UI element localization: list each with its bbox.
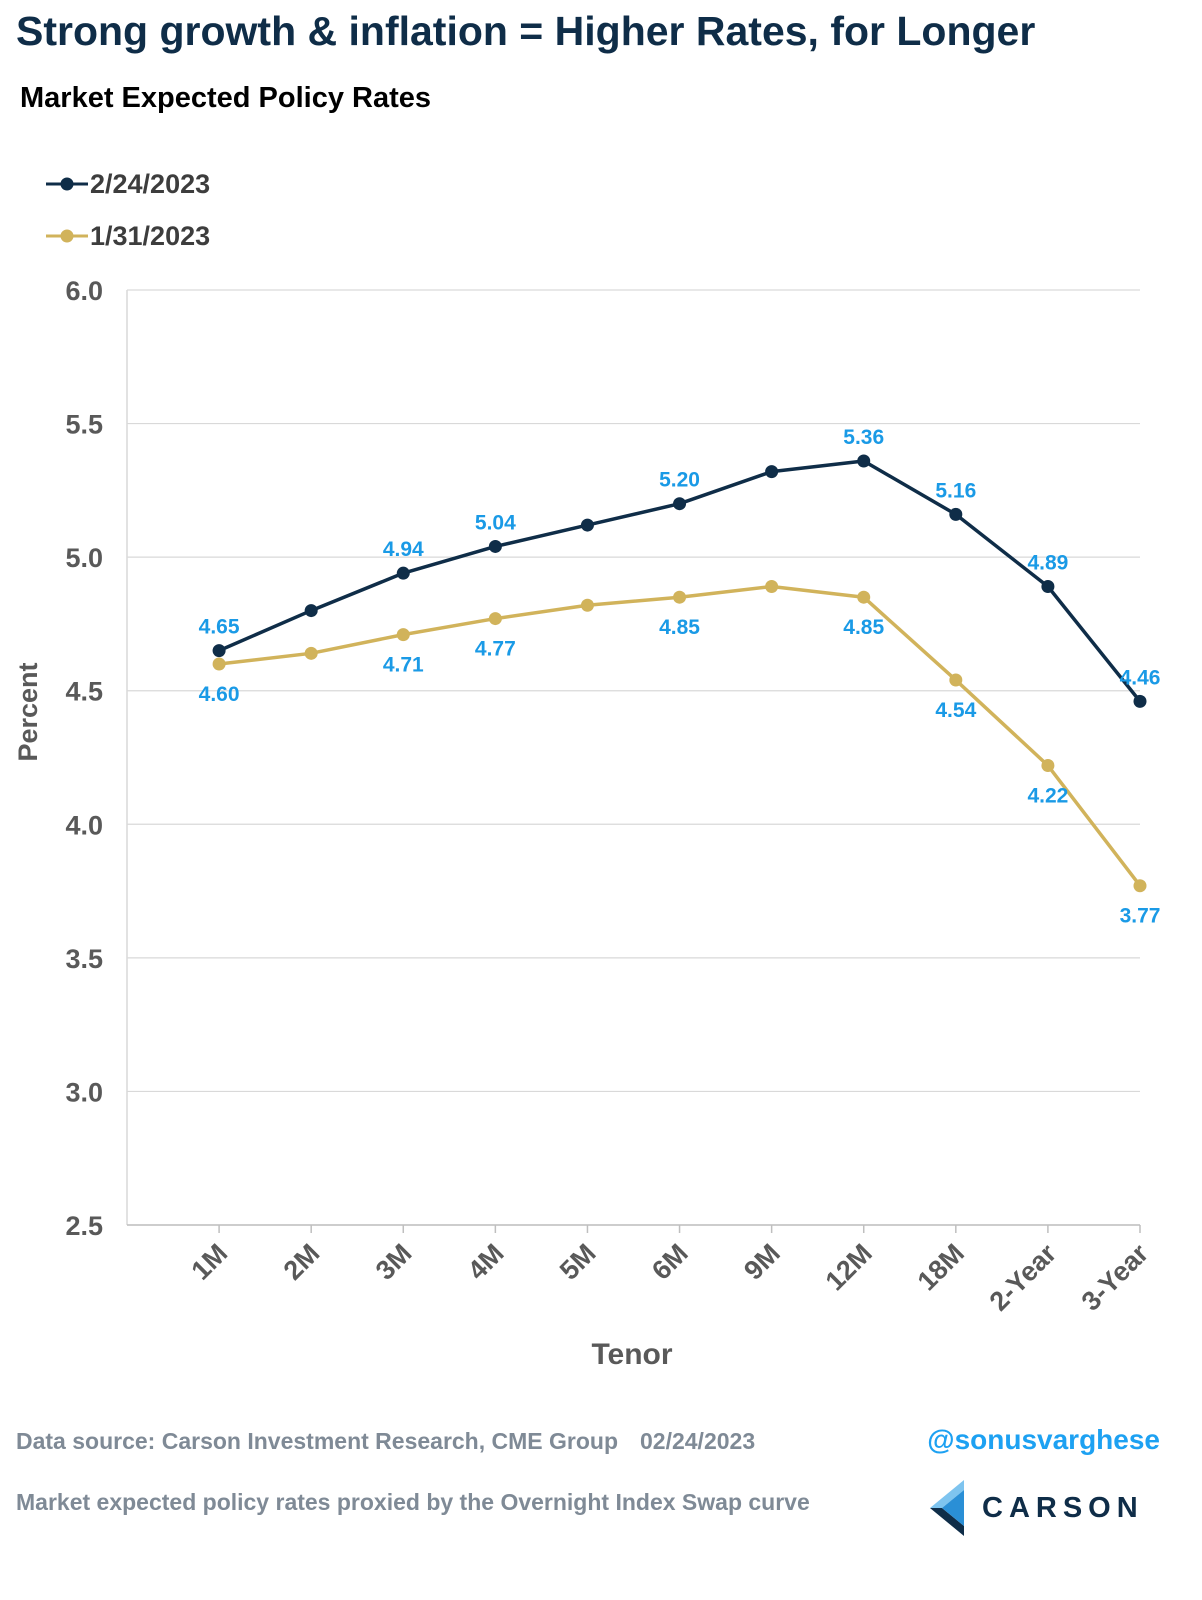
series-0-point: [304, 604, 318, 618]
data-label: 4.65: [199, 616, 240, 639]
legend: 2/24/2023 1/31/2023: [46, 158, 210, 262]
data-label: 5.36: [843, 426, 884, 449]
series-0-point: [1041, 580, 1055, 594]
x-tick-label: 18M: [912, 1238, 970, 1296]
data-label: 4.22: [1027, 785, 1068, 808]
data-label: 5.20: [659, 469, 700, 492]
x-tick-label: 2-Year: [984, 1238, 1063, 1317]
series-0-point: [396, 566, 410, 580]
source-date: 02/24/2023: [640, 1428, 756, 1454]
data-label: 5.04: [475, 511, 516, 534]
series-0-point: [580, 518, 594, 532]
gridlines: [127, 289, 1140, 1226]
series-1-point: [304, 646, 318, 660]
data-label: 4.46: [1120, 666, 1161, 689]
series-1-point: [765, 580, 779, 594]
series-1-point: [488, 612, 502, 626]
legend-label-prior: 1/31/2023: [90, 220, 211, 251]
series-line-0: [218, 459, 1142, 703]
series-0-point: [488, 539, 502, 553]
series-1-point: [949, 673, 963, 687]
series-1-point: [857, 590, 871, 604]
y-tick-label: 5.5: [65, 410, 103, 440]
data-label: 4.60: [199, 683, 240, 706]
series: [212, 454, 1147, 893]
x-tick-label: 3M: [370, 1238, 418, 1286]
carson-logo-icon: [930, 1480, 964, 1536]
legend-item-recent: 2/24/2023: [46, 158, 210, 210]
carson-logo: CARSON: [930, 1480, 1144, 1536]
x-tick-label: 4M: [462, 1238, 510, 1286]
series-0-point: [949, 507, 963, 521]
x-tick-label: 2M: [278, 1238, 326, 1286]
footer-source: Data source: Carson Investment Research,…: [16, 1428, 755, 1455]
carson-logo-text: CARSON: [982, 1491, 1144, 1524]
twitter-handle[interactable]: @sonusvarghese: [927, 1424, 1160, 1455]
x-tick-label: 12M: [820, 1238, 878, 1296]
data-label: 4.71: [383, 654, 424, 677]
x-tick-label: 5M: [554, 1238, 602, 1286]
data-label: 4.85: [659, 616, 700, 639]
data-label: 5.16: [935, 479, 976, 502]
y-tick-label: 4.0: [65, 810, 103, 840]
legend-label-recent: 2/24/2023: [90, 168, 211, 199]
series-1-point: [673, 590, 687, 604]
series-1-point: [1133, 879, 1147, 893]
footer-note: Market expected policy rates proxied by …: [16, 1489, 810, 1515]
source-text: Data source: Carson Investment Research,…: [16, 1428, 618, 1454]
data-labels: 4.65 4.94 5.04 5.20 5.36 5.16 4.89 4.46 4.60 4.71…: [199, 426, 1161, 928]
y-tick-label: 5.0: [65, 543, 103, 573]
series-1-point: [1041, 759, 1055, 773]
chart-title: Strong growth & inflation = Higher Rates…: [16, 8, 1036, 54]
x-tick-label: 9M: [738, 1238, 786, 1286]
data-label: 4.77: [475, 638, 516, 661]
data-label: 3.77: [1120, 905, 1161, 928]
data-label: 4.54: [935, 699, 976, 722]
series-0-point: [857, 454, 871, 468]
data-label: 4.94: [383, 538, 424, 561]
legend-marker-recent: [46, 177, 88, 191]
y-tick-label: 2.5: [65, 1211, 103, 1241]
y-tick-label: 4.5: [65, 677, 103, 707]
axes: 6.0 5.5 5.0 4.5 4.0 3.5 3.0 2.5 1M 2M 3M 4M 5M 6M 9M 12…: [65, 276, 1154, 1317]
data-label: 4.85: [843, 616, 884, 639]
series-1-point: [580, 598, 594, 612]
x-axis-title: Tenor: [591, 1338, 672, 1371]
y-axis-title: Percent: [13, 662, 43, 761]
x-tick-label: 6M: [646, 1238, 694, 1286]
x-tick-label: 1M: [186, 1238, 234, 1286]
series-1-point: [212, 657, 226, 671]
y-tick-label: 3.0: [65, 1077, 103, 1107]
series-0-point: [673, 497, 687, 511]
legend-item-prior: 1/31/2023: [46, 210, 210, 262]
series-0-point: [212, 644, 226, 658]
series-0-point: [765, 465, 779, 479]
series-1-point: [396, 628, 410, 642]
x-tick-label: 3-Year: [1076, 1238, 1155, 1317]
series-0-point: [1133, 694, 1147, 708]
legend-marker-prior: [46, 229, 88, 243]
data-label: 4.89: [1027, 552, 1068, 575]
y-tick-label: 3.5: [65, 944, 103, 974]
chart-subtitle: Market Expected Policy Rates: [20, 82, 432, 114]
y-tick-label: 6.0: [65, 276, 103, 306]
